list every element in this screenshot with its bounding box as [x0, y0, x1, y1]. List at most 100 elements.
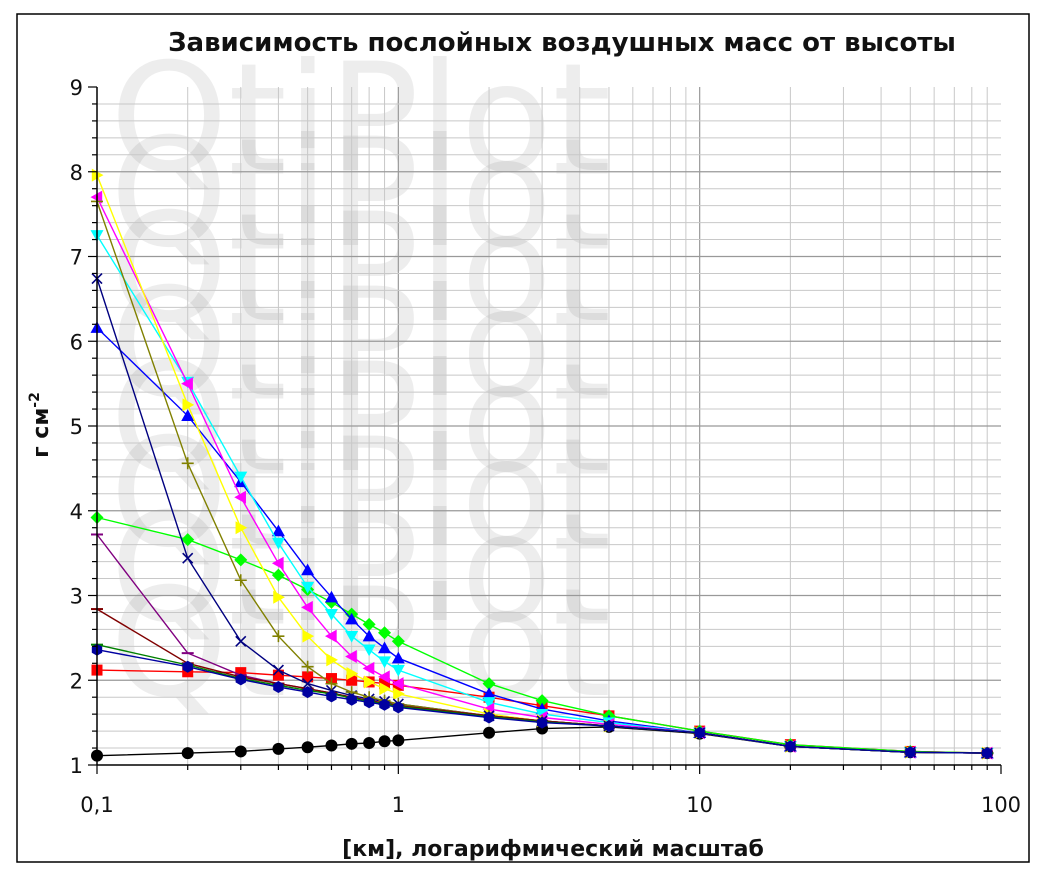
- data-point: [271, 537, 285, 550]
- data-point: [235, 521, 248, 535]
- x-tick-label: 10: [686, 793, 713, 817]
- data-point: [324, 590, 338, 603]
- data-point: [535, 694, 549, 708]
- y-axis-label-group: г см-2: [27, 392, 54, 458]
- axes: 1 2 3 4 5 6 7 8 9 0,1 1 10 100: [70, 76, 1021, 817]
- data-point: [379, 682, 392, 696]
- data-point: [482, 697, 496, 709]
- watermark-text: QtiPlot: [110, 32, 611, 206]
- data-point: [345, 650, 357, 664]
- data-point: [378, 656, 392, 669]
- data-point: [181, 457, 194, 470]
- data-point: [482, 677, 496, 691]
- data-point: [393, 687, 405, 701]
- data-point: [362, 661, 375, 675]
- data-point: [182, 398, 195, 412]
- data-point: [273, 681, 284, 693]
- y-tick-label: 7: [70, 246, 83, 270]
- data-point: [326, 653, 338, 667]
- data-point: [181, 533, 195, 547]
- data-point: [346, 674, 358, 686]
- data-point: [302, 629, 315, 643]
- data-point: [378, 735, 391, 748]
- data-point: [181, 409, 195, 422]
- y-tick-label: 4: [70, 500, 83, 524]
- x-tick-label: 100: [981, 793, 1021, 817]
- data-point: [301, 563, 315, 576]
- data-point: [379, 698, 390, 711]
- data-point: [301, 581, 315, 594]
- y-tick-label: 6: [70, 330, 83, 354]
- data-point: [363, 696, 375, 709]
- data-point: [234, 553, 248, 567]
- grid: [97, 87, 1001, 765]
- data-point: [393, 701, 404, 714]
- data-point: [301, 741, 314, 754]
- data-point: [325, 739, 338, 752]
- x-axis-label: [км], логарифмический масштаб: [342, 837, 764, 862]
- y-tick-label: 2: [70, 669, 83, 693]
- data-point: [378, 641, 392, 654]
- data-point: [363, 736, 376, 749]
- y-tick-label: 9: [70, 76, 83, 100]
- data-point: [234, 574, 247, 587]
- data-point: [346, 693, 357, 706]
- data-point: [603, 720, 615, 732]
- series-layer: [90, 168, 994, 762]
- data-point: [301, 600, 313, 614]
- data-point: [345, 737, 358, 750]
- data-point: [363, 675, 376, 689]
- chart-title: Зависимость послойных воздушных масс от …: [168, 28, 956, 58]
- data-point: [302, 686, 313, 699]
- data-point: [379, 678, 391, 690]
- watermark-text: QtiPlot: [110, 257, 611, 431]
- data-point: [301, 660, 314, 673]
- data-point: [271, 556, 284, 570]
- data-point: [982, 747, 993, 760]
- data-point: [346, 666, 359, 680]
- data-point: [182, 660, 193, 673]
- watermark-text: QtiPlot: [110, 182, 611, 356]
- data-point: [235, 673, 246, 686]
- data-point: [324, 608, 338, 621]
- data-point: [324, 629, 337, 643]
- data-point: [235, 667, 247, 679]
- data-point: [483, 711, 495, 724]
- data-point: [272, 669, 284, 681]
- y-tick-label: 5: [70, 415, 83, 439]
- data-point: [272, 742, 285, 755]
- chart-frame: [16, 13, 1030, 863]
- data-point: [181, 747, 194, 760]
- y-axis-label: г см: [29, 408, 54, 458]
- data-point: [362, 629, 376, 642]
- data-point: [362, 617, 376, 631]
- data-point: [391, 651, 405, 664]
- y-axis-label-sup: -2: [27, 392, 43, 408]
- data-point: [272, 664, 284, 676]
- data-point: [694, 726, 705, 739]
- data-point: [785, 740, 796, 753]
- data-point: [905, 746, 916, 759]
- data-point: [235, 635, 247, 647]
- data-point: [326, 690, 337, 703]
- data-point: [482, 687, 496, 700]
- data-point: [325, 677, 338, 690]
- x-tick-label: 1: [392, 793, 405, 817]
- svg-text:г см-2: г см-2: [27, 392, 54, 458]
- data-point: [273, 590, 285, 604]
- data-point: [378, 626, 392, 640]
- data-point: [181, 377, 193, 391]
- data-point: [234, 745, 247, 758]
- data-point: [271, 524, 285, 537]
- y-tick-label: 3: [70, 585, 83, 609]
- x-tick-label: 0,1: [80, 793, 113, 817]
- data-point: [392, 734, 405, 747]
- data-point: [391, 677, 404, 691]
- data-point: [271, 568, 285, 582]
- data-point: [302, 671, 314, 683]
- data-point: [182, 552, 194, 564]
- data-point: [272, 630, 285, 643]
- data-point: [345, 630, 359, 643]
- y-tick-label: 8: [70, 161, 83, 185]
